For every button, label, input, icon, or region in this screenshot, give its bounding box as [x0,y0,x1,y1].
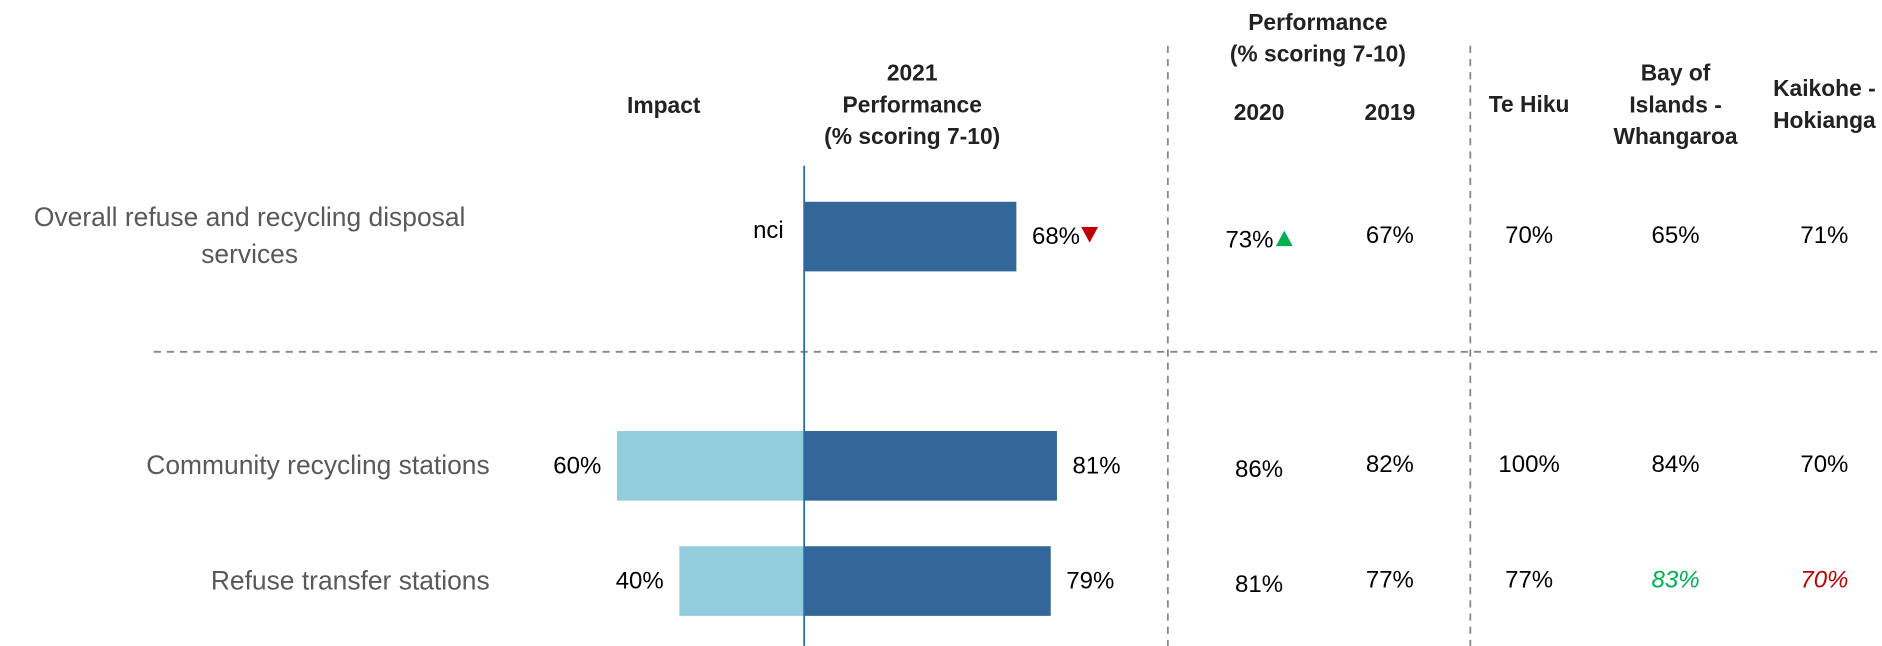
row-label: Community recycling stations [146,449,490,480]
column-value: 84% [1652,451,1700,478]
performance-bar [804,546,1051,616]
column-header: Islands - [1629,91,1721,117]
column-header: Whangaroa [1613,123,1737,149]
impact-bar [679,546,805,616]
impact-label: 60% [553,452,601,479]
column-value: 100% [1498,451,1559,478]
column-value: 77% [1366,566,1414,593]
column-value: 73% [1225,227,1273,254]
row-label-box: Overall refuse and recycling disposal se… [33,201,466,269]
column-value: 81% [1235,571,1283,598]
column-header: Hokianga [1773,107,1876,133]
row-label: Refuse transfer stations [210,564,490,595]
column-value: 77% [1505,566,1553,593]
impact-bar [616,431,805,501]
column-value: 67% [1366,222,1414,249]
column-header: 2019 [1365,99,1416,125]
column-header: Bay of [1641,60,1711,86]
performance-bar [804,201,1017,272]
row-label-box: Refuse transfer stations [210,564,490,595]
performance-label: 79% [1066,568,1114,595]
column-value: 86% [1235,456,1283,483]
column-header: Kaikohe - [1773,75,1876,101]
current-header: 2021 [887,60,938,86]
impact-header: Impact [627,92,701,118]
performance-label: 81% [1073,452,1121,479]
column-header: 2020 [1234,99,1285,125]
trend-marker [1081,226,1099,243]
column-value: 70% [1800,451,1848,478]
impact-label: nci [753,217,784,244]
current-header: (% scoring 7-10) [824,123,1000,149]
current-header: Performance [843,91,982,117]
performance-bar [804,431,1057,501]
column-value: 71% [1800,222,1848,249]
previous-header: (% scoring 7-10) [1230,40,1406,66]
trend-marker [1275,230,1293,247]
column-value: 83% [1652,566,1700,593]
previous-header: Performance [1248,9,1387,35]
row-label-box: Community recycling stations [146,449,490,480]
column-value: 65% [1652,222,1700,249]
column-header: Te Hiku [1489,91,1570,117]
row-label: Overall refuse and recycling disposal se… [33,201,466,269]
performance-label: 68% [1032,223,1080,250]
column-value: 70% [1800,566,1848,593]
column-value: 82% [1366,451,1414,478]
column-value: 70% [1505,222,1553,249]
impact-label: 40% [616,568,664,595]
